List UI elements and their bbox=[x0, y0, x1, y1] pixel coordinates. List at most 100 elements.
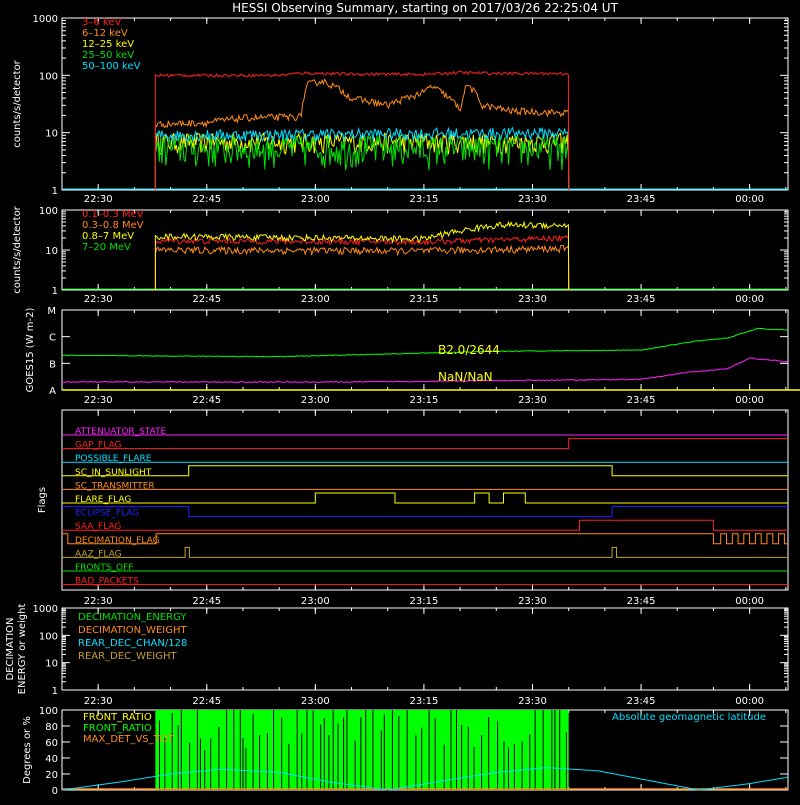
y-tick-label: 10 bbox=[45, 246, 58, 257]
front-ratio-gap bbox=[306, 710, 308, 790]
front-ratio-gap bbox=[273, 710, 275, 790]
x-tick-label: 00:00 bbox=[735, 596, 764, 607]
legend-entry: 12–25 keV bbox=[82, 39, 134, 50]
front-ratio-gap bbox=[534, 710, 536, 790]
x-tick-label: 23:30 bbox=[518, 696, 547, 707]
front-ratio-gap bbox=[346, 710, 348, 790]
front-ratio-gap bbox=[332, 710, 334, 790]
front-ratio-gap bbox=[312, 710, 314, 790]
legend-entry: FRONT_RATIO bbox=[83, 712, 152, 723]
x-tick-label: 22:30 bbox=[84, 596, 113, 607]
x-tick-label: 23:15 bbox=[410, 194, 439, 205]
legend-entry: REAR_DEC_WEIGHT bbox=[78, 651, 177, 662]
front-ratio-gap bbox=[189, 742, 191, 790]
series-line bbox=[154, 77, 570, 191]
front-ratio-gap bbox=[513, 744, 515, 790]
front-ratio-gap bbox=[252, 713, 254, 790]
y-axis-label: counts/s/detector bbox=[12, 205, 23, 293]
flag-line bbox=[62, 492, 788, 504]
flag-label: BAD_PACKETS bbox=[75, 577, 139, 587]
front-ratio-gap bbox=[239, 710, 241, 790]
flag-line bbox=[62, 465, 788, 477]
latitude-line bbox=[61, 767, 788, 791]
panel-goes bbox=[61, 309, 789, 391]
front-ratio-gap bbox=[259, 734, 261, 790]
front-ratio-gap bbox=[391, 710, 393, 790]
series-line bbox=[154, 70, 570, 191]
y-tick-label: 0 bbox=[52, 786, 58, 797]
front-ratio-fill bbox=[155, 710, 569, 790]
front-ratio-gap bbox=[233, 710, 235, 790]
x-tick-label: 22:30 bbox=[84, 194, 113, 205]
front-ratio-gap bbox=[242, 737, 244, 790]
front-ratio-gap bbox=[296, 710, 298, 790]
chart-title: HESSI Observing Summary, starting on 201… bbox=[232, 1, 618, 15]
right-label: Absolute geomagnetic latitude bbox=[612, 712, 766, 723]
y-axis-label: GOES15 (W m-2) bbox=[25, 308, 36, 393]
front-ratio-gap bbox=[301, 733, 303, 790]
y-tick-label: 1 bbox=[52, 186, 58, 197]
x-tick-label: 23:00 bbox=[301, 696, 330, 707]
x-tick-label: 23:30 bbox=[518, 294, 547, 305]
x-tick-label: 23:30 bbox=[518, 194, 547, 205]
series-line bbox=[154, 244, 570, 291]
series-line bbox=[154, 126, 570, 191]
front-ratio-gap bbox=[343, 717, 345, 790]
flag-label: FRONTS_OFF bbox=[75, 563, 133, 573]
front-ratio-gap bbox=[372, 710, 374, 790]
front-ratio-gap bbox=[288, 743, 290, 790]
flag-line bbox=[62, 519, 788, 531]
series-line bbox=[154, 220, 570, 291]
flag-label: SAA_FLAG bbox=[75, 522, 121, 532]
front-ratio-gap bbox=[196, 710, 198, 790]
front-ratio-gap bbox=[177, 725, 179, 790]
x-tick-label: 23:30 bbox=[518, 596, 547, 607]
series-line bbox=[154, 234, 570, 291]
front-ratio-gap bbox=[199, 738, 201, 790]
legend-entry: 0.8–7 MeV bbox=[82, 231, 134, 242]
legend-entry: 25–50 keV bbox=[82, 50, 134, 61]
front-ratio-gap bbox=[488, 717, 490, 790]
y-tick-label: 10 bbox=[45, 129, 58, 140]
front-ratio-gap bbox=[551, 710, 553, 790]
front-ratio-gap bbox=[529, 734, 531, 790]
x-tick-label: 23:00 bbox=[301, 395, 330, 406]
x-tick-label: 00:00 bbox=[735, 194, 764, 205]
front-ratio-gap bbox=[204, 749, 206, 790]
front-ratio-gap bbox=[383, 714, 385, 790]
flag-label: DECIMATION_FLAG bbox=[75, 536, 160, 546]
front-ratio-gap bbox=[508, 747, 509, 790]
y-tick-label: 100 bbox=[39, 706, 58, 717]
series-line bbox=[154, 134, 570, 191]
x-tick-label: 23:00 bbox=[301, 294, 330, 305]
front-ratio-gap bbox=[497, 720, 499, 790]
flag-line bbox=[62, 438, 788, 450]
front-ratio-gap bbox=[226, 710, 228, 790]
legend-entry: 3–6 keV bbox=[82, 17, 121, 28]
flag-label: SC_IN_SUNLIGHT bbox=[75, 468, 152, 478]
legend-entry: 6–12 keV bbox=[82, 28, 128, 39]
legend-entry: MAX_DET_VS_TOT bbox=[83, 734, 175, 745]
front-ratio-gap bbox=[171, 712, 173, 790]
front-ratio-gap bbox=[281, 717, 283, 790]
x-tick-label: 23:15 bbox=[410, 294, 439, 305]
x-tick-label: 22:45 bbox=[192, 395, 221, 406]
flag-label: GAP_FLAG bbox=[75, 441, 121, 451]
front-ratio-gap bbox=[266, 733, 268, 790]
legend-entry: DECIMATION_ENERGY bbox=[78, 612, 187, 623]
x-tick-label: 23:45 bbox=[627, 696, 656, 707]
x-tick-label: 23:30 bbox=[518, 395, 547, 406]
front-ratio-gap bbox=[210, 738, 212, 790]
goes-line bbox=[61, 327, 788, 358]
x-tick-label: 22:30 bbox=[84, 395, 113, 406]
goes-annotation: B2.0/2644 bbox=[438, 343, 500, 357]
front-ratio-gap bbox=[360, 717, 362, 790]
x-tick-label: 23:45 bbox=[627, 294, 656, 305]
front-ratio-gap bbox=[473, 746, 475, 790]
y-tick-label: A bbox=[49, 386, 56, 397]
legend-entry: 7–20 MeV bbox=[82, 242, 131, 253]
flag-label: SC_TRANSMITTER bbox=[75, 481, 155, 491]
front-ratio-gap bbox=[380, 730, 382, 790]
